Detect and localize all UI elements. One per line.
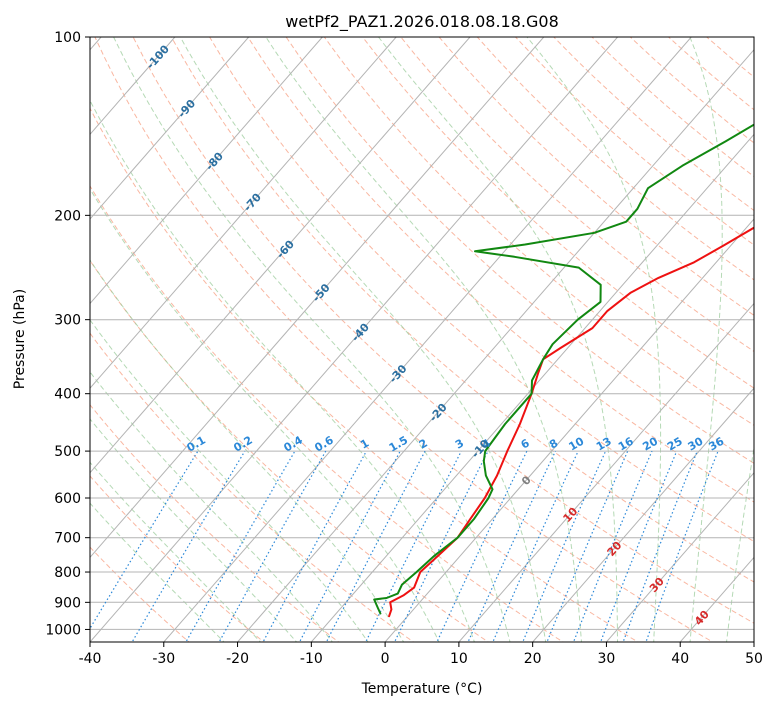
x-tick-label: 40 [671,651,689,667]
dry-adiabat [247,37,754,503]
isotherms [90,37,754,642]
dry-adiabat [90,107,639,642]
pressure-gridlines [90,37,754,630]
sounding-series [373,123,754,618]
chart-title: wetPf2_PAZ1.2026.018.08.18.G08 [285,12,559,32]
moist-adiabat [90,99,475,642]
x-tick-label: -30 [152,651,175,667]
isotherm [90,37,545,559]
isotherm [532,387,754,642]
mixing-ratio-line [131,450,246,642]
x-tick-label: -20 [226,651,249,667]
mixing-ratio-line [325,450,426,642]
x-tick-label: 0 [381,651,390,667]
mixing-ratio-line [436,450,528,642]
isotherm [90,37,250,220]
isotherm [163,37,692,642]
y-axis-ticks: 1000 900 800 700 600 500 400 300 200 100 [45,30,90,638]
dry-adiabat [209,37,754,543]
y-axis-title: Pressure (hPa) [12,289,28,389]
isotherm [90,37,618,642]
dewpoint-profile-line [373,123,754,615]
y-tick-label: 400 [54,387,81,403]
dry-adiabat [285,37,754,464]
isotherm [90,37,397,389]
x-tick-label: 20 [524,651,542,667]
dry-adiabat [170,37,754,583]
dry-adiabat [132,37,754,624]
moist-adiabat [90,187,440,642]
isotherm [237,48,754,642]
moist-adiabat [90,371,334,642]
x-tick-label: -40 [79,651,102,667]
plot-frame [89,36,755,643]
x-tick-label: -10 [300,651,323,667]
isotherm [606,471,754,642]
plot-area [90,37,754,642]
y-tick-label: 1000 [45,622,81,638]
mixing-ratio-line [599,450,678,642]
mixing-ratio-line [298,450,401,642]
y-tick-label: 600 [54,491,81,507]
y-tick-label: 900 [54,595,81,611]
isotherm [458,302,754,642]
isotherm [90,37,471,474]
temperature-profile-line [388,226,754,618]
mixing-ratio-line [262,450,367,642]
y-tick-label: 500 [54,444,81,460]
mixing-ratio-lines [90,450,719,642]
y-tick-label: 700 [54,531,81,547]
x-axis-title: Temperature (°C) [361,681,483,697]
y-tick-label: 300 [54,313,81,329]
x-axis-ticks: -40 -30 -20 -10 0 10 20 30 40 50 [79,642,763,667]
y-tick-label: 800 [54,565,81,581]
mixing-ratio-line [645,450,719,642]
x-tick-label: 30 [598,651,616,667]
y-tick-label: 200 [54,208,81,224]
mixing-ratio-line [622,450,698,642]
isotherm [90,37,323,305]
dry-adiabat [90,332,415,642]
x-tick-label: 50 [745,651,763,667]
dry-adiabat [362,37,754,389]
dry-adiabat [400,37,754,353]
mixing-ratio-line [90,450,199,630]
isotherm [384,218,754,642]
x-tick-label: 10 [450,651,468,667]
y-tick-label: 100 [54,30,81,46]
mixing-ratio-line [546,450,629,642]
mixing-ratio-line [572,450,653,642]
